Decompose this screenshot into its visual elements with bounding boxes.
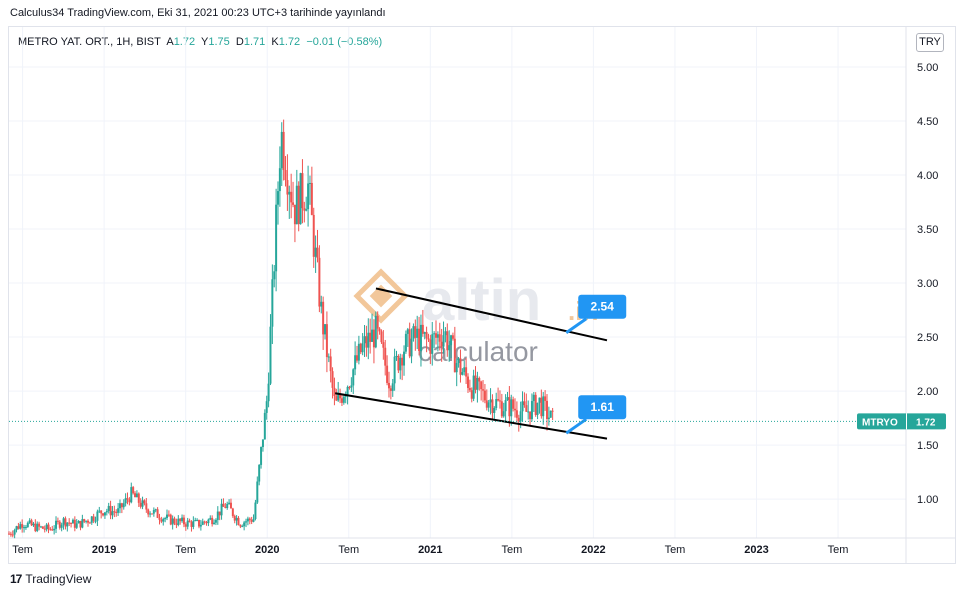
high-value: 1.75 [208, 36, 230, 48]
symbol-name: METRO YAT. ORT., 1H, BIST [18, 36, 161, 48]
open-value: 1.72 [173, 36, 196, 48]
open-label: A [166, 36, 174, 48]
footer[interactable]: 17 TradingView [10, 572, 91, 586]
close-value: 1.72 [278, 36, 301, 48]
low-label: D [235, 36, 244, 48]
low-value: 1.71 [243, 36, 266, 48]
footer-brand: TradingView [25, 572, 92, 586]
symbol-legend: METRO YAT. ORT., 1H, BIST A1.72 Y1.75 D1… [18, 36, 382, 48]
currency-button[interactable]: TRY [916, 33, 944, 52]
chart-frame[interactable] [8, 26, 956, 564]
close-label: K [271, 36, 279, 48]
publisher-caption: Calculus34 TradingView.com, Eki 31, 2021… [10, 7, 386, 19]
high-label: Y [201, 36, 209, 48]
tradingview-logo-icon: 17 [10, 572, 22, 586]
change-value: −0.01 (−0.58%) [306, 36, 383, 48]
